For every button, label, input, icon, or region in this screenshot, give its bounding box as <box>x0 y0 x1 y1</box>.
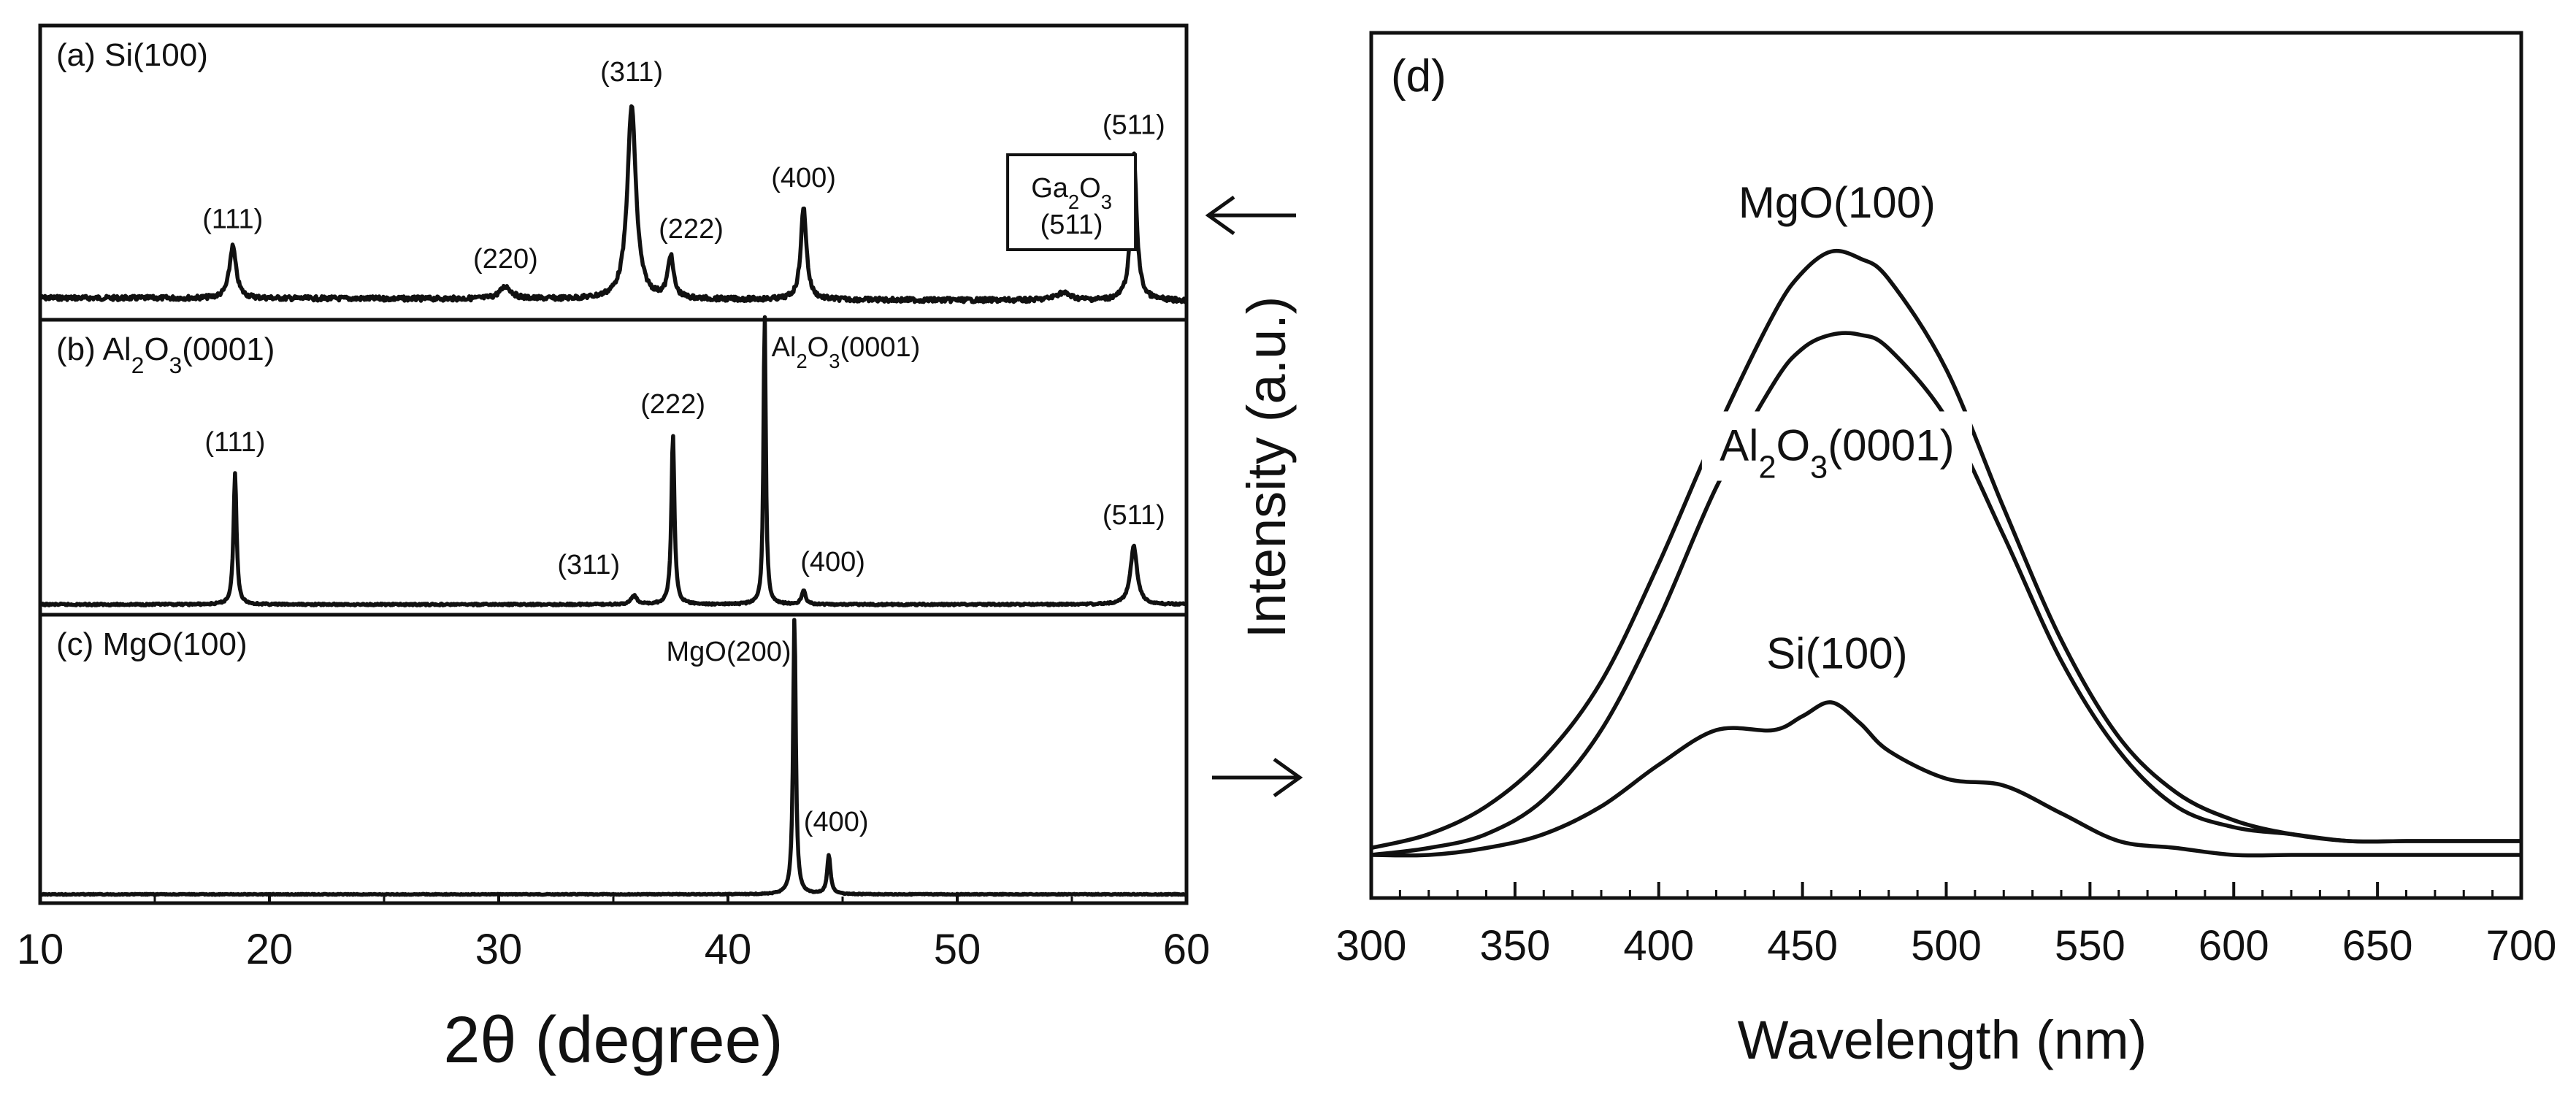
xrd-x-tick-label: 40 <box>705 926 752 973</box>
ga2o3-annotation-box <box>1006 153 1138 251</box>
pl-series-label-part: O <box>1776 421 1811 470</box>
xrd-panel-label-part: (0001) <box>182 331 275 367</box>
ga2o3-annotation-index: (511) <box>1040 210 1103 240</box>
xrd-panel-label: (b) Al2O3(0001) <box>56 331 275 378</box>
xrd-peak-label: (111) <box>204 427 265 458</box>
xrd-pattern-line <box>39 618 1188 897</box>
xrd-panel-1: (a) Si(100) (111) (220) (311) (222) (400) (511… <box>38 23 1189 322</box>
pl-x-tick-label: 650 <box>2342 922 2413 970</box>
xrd-panel-3: (c) MgO(100) MgO(200) (400) <box>38 613 1189 905</box>
arrow-up-head <box>1205 195 1235 236</box>
pl-series-label-part: (0001) <box>1828 421 1954 470</box>
pl-y-axis-label: Intensity (a.u.) <box>1236 296 1297 639</box>
ga2o3-annotation-formula-part: O <box>1079 173 1101 204</box>
xrd-peak-label: (311) <box>557 550 620 580</box>
pl-x-tick-label: 500 <box>1911 922 1982 970</box>
pl-series-label: MgO(100) <box>1739 178 1936 227</box>
xrd-peak-label: (511) <box>1103 500 1165 531</box>
xrd-peak-label: (400) <box>800 547 865 577</box>
substrate-peak-label-part: Al <box>772 332 797 363</box>
pl-series-label-part: Si(100) <box>1766 629 1907 678</box>
xrd-peak-label: (220) <box>473 244 538 275</box>
substrate-peak-label-part: (0001) <box>840 332 920 363</box>
substrate-peak-label: Al2O3(0001) <box>772 332 921 372</box>
ga2o3-annotation-formula-part: Ga <box>1031 173 1069 204</box>
xrd-panel-label-part: (c) MgO(100) <box>56 626 248 662</box>
xrd-panel-label: (c) MgO(100) <box>56 626 248 662</box>
xrd-peak-label: MgO(200) <box>667 637 791 667</box>
pl-panel-label: (d) <box>1391 51 1446 101</box>
xrd-peak-label: (222) <box>640 389 705 420</box>
pl-x-tick-label: 400 <box>1623 922 1694 970</box>
xrd-pattern-line <box>39 104 1189 304</box>
xrd-x-tick-label: 30 <box>475 926 523 973</box>
xrd-x-tick-label: 20 <box>246 926 294 973</box>
arrows <box>1205 195 1303 798</box>
xrd-peak-label: (400) <box>804 807 869 837</box>
pl-series-label-part: 3 <box>1810 450 1828 486</box>
pl-series-label: Al2O3(0001) <box>1720 421 1955 486</box>
xrd-chart: (a) Si(100) (111) (220) (311) (222) (400) (511… <box>17 23 1211 1077</box>
pl-x-tick-label: 700 <box>2486 922 2557 970</box>
ga2o3-annotation-formula-part: 2 <box>1068 191 1079 213</box>
substrate-peak-label-part: O <box>808 332 829 363</box>
substrate-peak-label-part: 3 <box>829 350 840 372</box>
xrd-pattern-line <box>39 315 1188 607</box>
xrd-panel-label-part: 3 <box>169 352 183 378</box>
pl-series-label: Si(100) <box>1766 629 1907 678</box>
xrd-x-axis-label: 2θ (degree) <box>443 1004 783 1077</box>
xrd-peak-label: (111) <box>202 204 263 235</box>
pl-x-tick-label: 450 <box>1767 922 1838 970</box>
pl-series-line <box>1371 331 2521 857</box>
xrd-panel-label-part: 2 <box>131 352 145 378</box>
pl-series-label-part: 2 <box>1758 450 1776 486</box>
pl-series-label-part: Al <box>1720 421 1758 470</box>
xrd-panel-2: (b) Al2O3(0001)(111)(311)(222)(400)(511)… <box>38 315 1189 617</box>
pl-series-label-part: MgO(100) <box>1739 178 1936 227</box>
pl-x-axis-label: Wavelength (nm) <box>1738 1010 2147 1070</box>
pl-x-tick-label: 550 <box>2055 922 2125 970</box>
xrd-x-tick-label: 60 <box>1163 926 1211 973</box>
pl-x-tick-label: 600 <box>2199 922 2269 970</box>
pl-x-tick-label: 300 <box>1336 922 1407 970</box>
arrow-down-head <box>1273 757 1303 798</box>
xrd-peak-label: (511) <box>1103 110 1165 140</box>
pl-series-line <box>1371 700 2521 858</box>
pl-chart: (d) 300 350 400 450 500 550 600 650 700 MgO(100)… <box>1236 31 2557 1070</box>
xrd-x-tick-label: 50 <box>934 926 981 973</box>
xrd-peak-label: (400) <box>771 163 836 193</box>
xrd-peak-label: (311) <box>600 57 663 88</box>
xrd-x-tick-label: 10 <box>17 926 64 973</box>
pl-x-tick-label: 350 <box>1479 922 1550 970</box>
ga2o3-annotation-formula-part: 3 <box>1101 191 1112 213</box>
xrd-panel-label-part: (b) Al <box>56 331 131 367</box>
xrd-panel-label-part: (a) Si(100) <box>56 37 208 73</box>
pl-label-background <box>1701 411 1972 481</box>
pl-series-line <box>1371 248 2521 851</box>
xrd-panel-label-part: O <box>144 331 169 367</box>
ga2o3-annotation-formula: Ga2O3 <box>1031 173 1112 213</box>
xrd-panel-label: (a) Si(100) <box>56 37 208 73</box>
substrate-peak-label-part: 2 <box>796 350 807 372</box>
xrd-peak-label: (222) <box>659 214 724 245</box>
